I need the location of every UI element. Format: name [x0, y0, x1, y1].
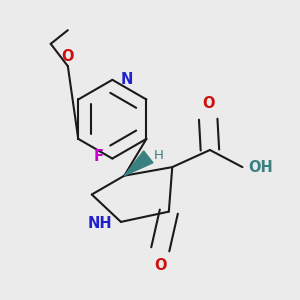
Polygon shape: [124, 151, 153, 176]
Text: NH: NH: [88, 216, 112, 231]
Text: F: F: [94, 149, 104, 164]
Text: N: N: [121, 72, 133, 87]
Text: H: H: [153, 148, 163, 162]
Text: O: O: [202, 96, 214, 111]
Text: O: O: [61, 50, 74, 64]
Text: OH: OH: [249, 160, 273, 175]
Text: O: O: [154, 258, 167, 273]
